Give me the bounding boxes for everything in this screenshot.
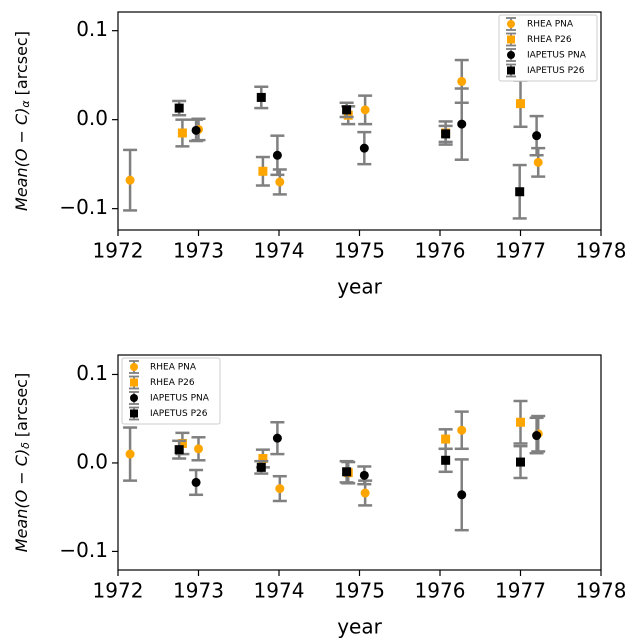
x-tick-label: 1972	[93, 579, 144, 603]
marker	[191, 125, 201, 135]
x-tick-label: 1978	[576, 579, 627, 603]
marker	[125, 449, 135, 459]
y-tick-label: 0.1	[76, 17, 108, 41]
marker	[533, 157, 543, 167]
marker	[516, 417, 525, 427]
marker	[441, 129, 451, 139]
legend-box	[498, 14, 598, 82]
marker	[125, 175, 135, 185]
marker	[191, 477, 201, 487]
marker	[532, 431, 542, 441]
y-label-main: Mean(O − C)	[12, 108, 31, 211]
legend-marker	[130, 394, 138, 402]
marker	[256, 92, 266, 102]
y-label-unit: [arcsec]	[12, 373, 31, 437]
legend-marker	[507, 51, 515, 59]
x-tick-label: 1975	[334, 239, 385, 263]
marker	[441, 455, 451, 465]
marker	[359, 143, 369, 153]
legend-marker	[507, 35, 515, 44]
x-tick-label: 1976	[415, 239, 466, 263]
marker	[174, 445, 184, 455]
plot: 1972 1973 1974 1975 1976 1977 1978 −0.1 0.0 0.1 ye…	[12, 354, 627, 639]
marker	[516, 99, 525, 109]
legend-marker	[507, 20, 515, 28]
marker	[177, 128, 187, 138]
y-label-unit: [arcsec]	[12, 31, 31, 95]
y-label-main: Mean(O − C)	[12, 449, 31, 552]
x-tick-label: 1974	[254, 239, 305, 263]
marker	[457, 76, 467, 86]
marker	[194, 444, 203, 454]
legend-label: RHEA PNA	[527, 20, 574, 30]
y-label-sub: δ	[19, 442, 32, 449]
legend-marker	[130, 363, 138, 371]
x-axis-label: year	[337, 615, 382, 639]
marker	[177, 438, 187, 448]
marker	[360, 105, 370, 115]
marker	[342, 467, 352, 477]
x-tick-label: 1973	[173, 579, 224, 603]
x-axis-label: year	[337, 275, 382, 299]
legend-label: IAPETUS P26	[150, 409, 208, 419]
y-tick-label: 0.0	[76, 449, 108, 473]
x-tick-label: 1978	[576, 239, 627, 263]
legend-marker	[130, 409, 138, 418]
x-tick-label: 1975	[334, 579, 385, 603]
x-tick-label: 1977	[495, 239, 546, 263]
marker	[457, 425, 467, 435]
y-tick-label: −0.1	[59, 538, 108, 562]
marker	[258, 454, 268, 464]
legend-marker	[130, 378, 138, 387]
legend-label: RHEA P26	[150, 378, 195, 388]
legend-box	[121, 357, 221, 425]
y-tick-label: 0.1	[76, 361, 108, 385]
legend-label: RHEA P26	[527, 35, 572, 45]
legend-label: IAPETUS P26	[527, 66, 585, 76]
legend: RHEA PNA RHEA P26 IAPETUS PNA IAPETUS P26	[121, 357, 221, 425]
marker	[272, 433, 282, 443]
marker	[275, 484, 285, 494]
y-tick-label: 0.0	[76, 106, 108, 130]
x-tick-label: 1976	[415, 579, 466, 603]
marker	[256, 462, 266, 472]
marker	[516, 457, 525, 467]
marker	[515, 187, 525, 197]
marker	[275, 177, 285, 187]
legend-label: RHEA PNA	[150, 363, 197, 373]
x-tick-label: 1974	[254, 579, 305, 603]
y-label-sub: α	[19, 100, 32, 108]
marker	[342, 105, 352, 115]
x-tick-label: 1973	[173, 239, 224, 263]
marker	[457, 490, 467, 500]
legend: RHEA PNA RHEA P26 IAPETUS PNA IAPETUS P26	[498, 14, 598, 82]
marker	[343, 110, 353, 120]
marker	[272, 150, 282, 160]
y-axis-label: Mean(O − C)α [arcsec]	[12, 31, 33, 211]
x-tick-label: 1977	[495, 579, 546, 603]
marker	[532, 131, 542, 141]
x-tick-label: 1972	[93, 239, 144, 263]
legend-marker	[507, 66, 515, 75]
plot: 1972 1973 1974 1975 1976 1977 1978 −0.1 0.0 0.1 ye…	[12, 11, 627, 299]
marker	[441, 434, 451, 444]
marker	[360, 488, 370, 498]
legend-label: IAPETUS PNA	[150, 394, 210, 404]
marker	[359, 470, 369, 480]
y-tick-label: −0.1	[59, 195, 108, 219]
legend-label: IAPETUS PNA	[527, 51, 587, 61]
marker	[174, 103, 184, 113]
y-axis-label: Mean(O − C)δ [arcsec]	[12, 373, 33, 552]
marker	[258, 166, 268, 176]
marker	[457, 119, 467, 129]
